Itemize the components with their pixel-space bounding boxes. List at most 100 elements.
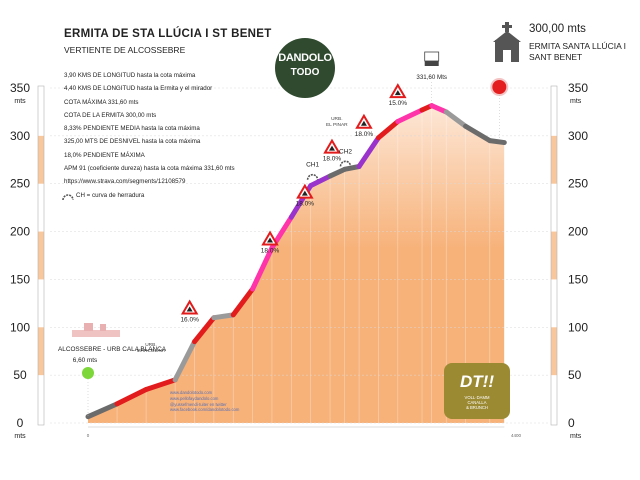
profile-segment: [250, 245, 275, 292]
dt-logo: DT!! VOLL·DAMM CANALLA & BRUNCH: [444, 363, 510, 419]
axis-band-left: [38, 231, 44, 280]
place-label: EL PINAR: [326, 122, 348, 128]
summit-elevation-label: 331,60 Mts: [416, 74, 447, 81]
gradient-label: 18.0%: [355, 131, 374, 138]
profile-segment: [211, 312, 236, 321]
profile-segment: [230, 286, 256, 318]
slope-glyph-icon: [394, 90, 401, 96]
y-tick-label-left: 250: [10, 177, 30, 191]
y-axis-bar-right: [550, 85, 558, 426]
info-line: 4,40 KMS DE LONGITUD hasta la Ermita y e…: [64, 85, 213, 93]
chart-title: ERMITA DE STA LLÚCIA I ST BENET: [64, 28, 272, 40]
profile-segment: [375, 119, 401, 141]
profile-segment: [85, 401, 120, 420]
dt-logo-text: DT!!: [460, 372, 494, 391]
profile-segment: [192, 315, 217, 345]
info-line: 18,0% PENDIENTE MÁXIMA: [64, 151, 145, 159]
info-line: 325,00 MTS DE DESNIVEL hasta la cota máx…: [64, 138, 201, 146]
x-tick-label: 0: [87, 433, 90, 438]
y-tick-label-left: 150: [10, 272, 30, 286]
elevation-area: [88, 105, 505, 423]
y-tick-label-left: 100: [10, 320, 30, 334]
y-tick-label-right: 200: [568, 225, 588, 239]
y-tick-label-right: 350: [568, 81, 588, 95]
route-info-list: 3,90 KMS DE LONGITUD hasta la cota máxim…: [64, 69, 235, 189]
y-unit-label-right: mts: [570, 433, 582, 440]
credit-link[interactable]: www.facebook.com/dandolotodo.com: [170, 407, 240, 413]
summit-altitude: 300,00 mts: [529, 23, 586, 35]
chart-subtitle: VERTIENTE DE ALCOSSEBRE: [64, 45, 186, 55]
dt-tag: VOLL·DAMM: [464, 395, 490, 400]
axis-band-right: [551, 327, 557, 376]
credit-links: www.dandolotodo.com www.pellofaydandolo.…: [170, 390, 239, 413]
logo-line-2: TODO: [290, 67, 320, 78]
church-icon: [493, 31, 521, 42]
start-village-icon: [84, 323, 93, 331]
ermita-marker-dot: [490, 78, 509, 96]
credit-link[interactable]: www.pellofaydandolo.com: [170, 395, 219, 401]
y-tick-label-right: 0: [568, 416, 575, 430]
y-tick-label-right: 50: [568, 368, 582, 382]
profile-segment: [327, 166, 348, 179]
hairpin-legend: CH = curva de herradura: [76, 192, 145, 199]
slope-glyph-icon: [267, 237, 274, 243]
place-label: MARCOLINA: [137, 348, 166, 354]
x-tick-label: 4400: [511, 433, 522, 438]
axis-band-left: [38, 135, 44, 184]
info-line: 3,90 KMS DE LONGITUD hasta la cota máxim…: [64, 72, 196, 79]
church-icon: [503, 50, 511, 62]
start-elevation-label: 6,60 mts: [73, 357, 98, 364]
hairpin-curve-icon: [339, 160, 352, 167]
hairpin-curve-icon: [306, 173, 319, 180]
y-tick-label-right: 150: [568, 272, 588, 286]
hairpin-label: CH1: [306, 162, 319, 169]
axis-band-right: [551, 135, 557, 184]
slope-glyph-icon: [360, 120, 367, 126]
dt-tag: CANALLA: [467, 400, 487, 406]
place-label: URB.: [145, 342, 156, 348]
axis-band-left: [38, 327, 44, 376]
profile-segment: [443, 109, 469, 129]
gradient-label: 18.0%: [296, 201, 315, 208]
credit-link[interactable]: www.dandolotodo.com: [170, 390, 213, 395]
y-tick-label-left: 350: [10, 81, 30, 95]
start-village-icon: [72, 330, 120, 337]
dt-logo-tags: VOLL·DAMM CANALLA & BRUNCH: [444, 395, 510, 411]
y-tick-label-right: 100: [568, 320, 588, 334]
y-tick-label-left: 50: [13, 368, 27, 382]
axis-band-right: [551, 231, 557, 280]
hairpin-label: CH2: [339, 148, 352, 155]
y-tick-label-left: 200: [10, 225, 30, 239]
y-tick-label-right: 300: [568, 129, 588, 143]
y-tick-label-left: 300: [10, 129, 30, 143]
slope-glyph-icon: [186, 306, 193, 312]
profile-segment: [114, 387, 149, 407]
gradient-label: 18.0%: [261, 248, 280, 255]
gradient-label: 18.0%: [323, 156, 342, 163]
credit-link[interactable]: @yussefmendi·tuiter en twitter: [170, 401, 227, 407]
y-unit-label-right: mts: [570, 98, 582, 105]
checkered-flag-icon: [424, 61, 439, 66]
info-line: 8,33% PENDIENTE MEDIA hasta la cota máxi…: [64, 125, 200, 133]
hairpin-curve-icon: [62, 194, 74, 201]
dandolo-logo: DANDOLO TODO: [275, 38, 335, 98]
checkered-flag-icon: [424, 51, 440, 62]
logo-line-1: DANDOLO: [278, 52, 332, 64]
profile-segment: [143, 377, 178, 392]
summit-name: ERMITA SANTA LLÚCIA I SANT BENET: [529, 41, 626, 62]
gradient-label: 16.0%: [180, 316, 199, 323]
y-tick-label-left: 0: [17, 416, 24, 430]
place-label: URB.: [331, 116, 342, 122]
profile-segment: [487, 138, 507, 146]
slope-glyph-icon: [301, 190, 308, 196]
strava-link[interactable]: https://www.strava.com/segments/12108579: [64, 178, 186, 186]
dt-tag: & BRUNCH: [466, 405, 488, 411]
info-line: COTA MÁXIMA 331,60 mts: [64, 98, 139, 106]
profile-segment: [395, 107, 425, 124]
profile-segment: [172, 339, 197, 383]
y-axis-bar-left: [37, 85, 45, 426]
profile-segment: [429, 103, 449, 115]
y-unit-label-left: mts: [14, 98, 26, 105]
